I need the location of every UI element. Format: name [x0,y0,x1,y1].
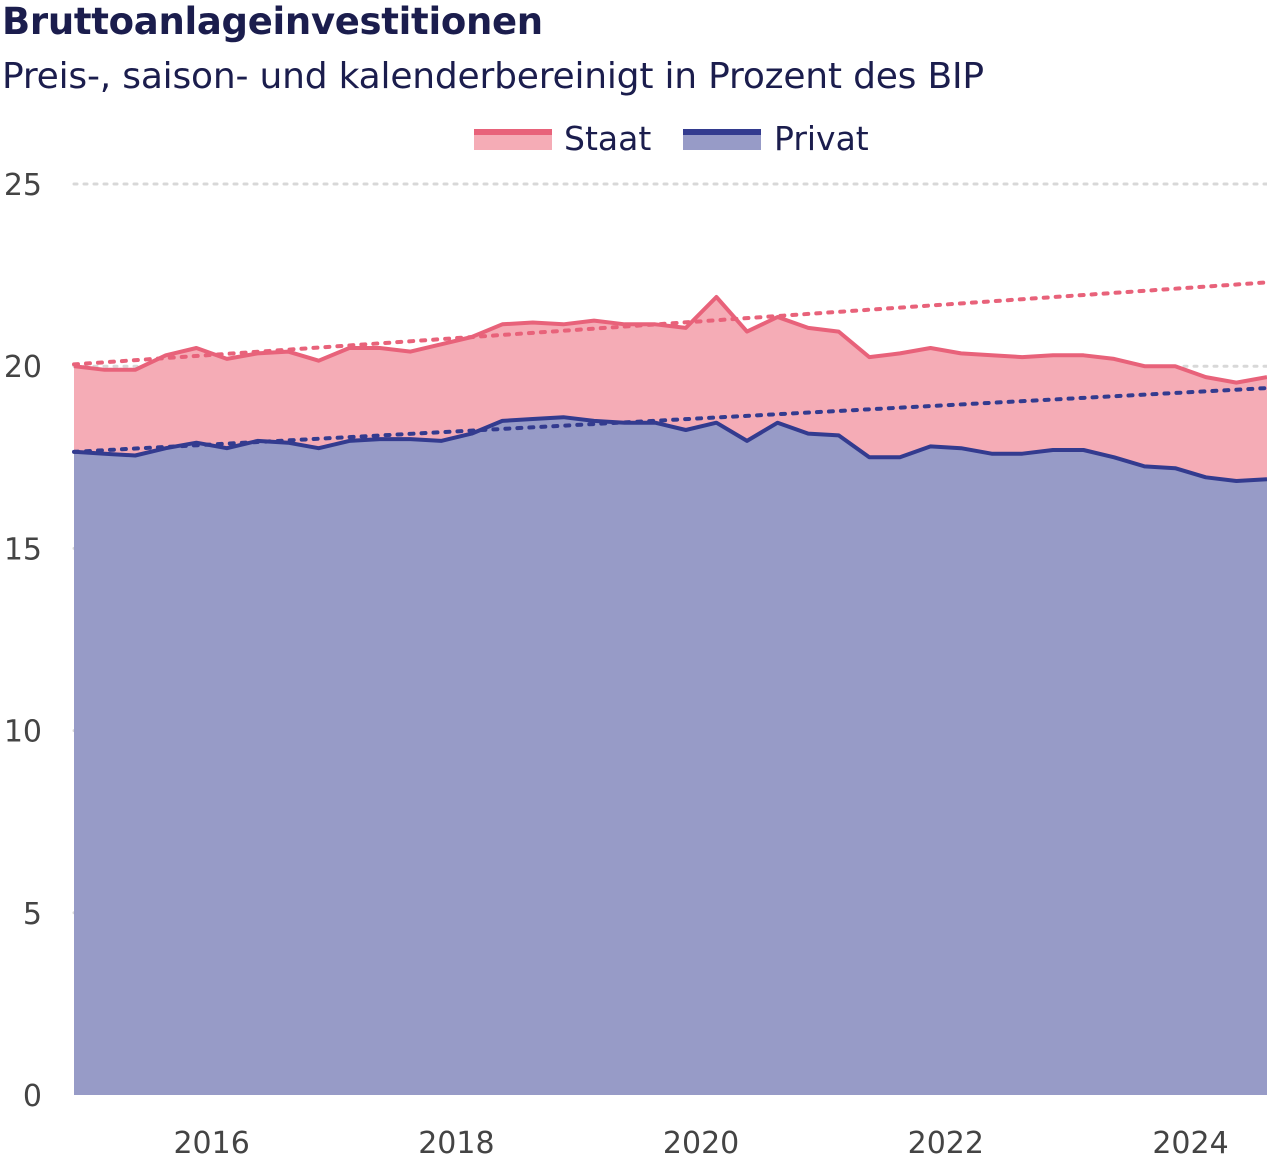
y-axis-ticks: 0 5 10 15 20 25 [4,168,42,1114]
y-tick-label-15: 15 [4,532,42,567]
legend-swatch-privat [683,134,761,150]
series-line-privat [73,415,1267,483]
x-axis-ticks: 2016 2018 2020 2022 2024 [173,1126,1228,1158]
series-line-staat [73,295,1267,385]
y-tick-label-5: 5 [23,897,42,932]
legend-line-staat [474,129,552,135]
y-tick-label-0: 0 [23,1079,42,1114]
legend-label-privat: Privat [774,119,869,158]
legend-label-staat: Staat [564,119,651,158]
trend-line-staat [72,280,1267,367]
legend-line-privat [683,129,761,135]
trend-line-privat [72,386,1267,454]
chart-title: Bruttoanlageinvestitionen [2,0,543,43]
x-tick-label-2024: 2024 [1152,1126,1228,1158]
area-privat [74,417,1267,1095]
y-tick-label-20: 20 [4,350,42,385]
x-tick-label-2018: 2018 [418,1126,494,1158]
x-tick-label-2020: 2020 [663,1126,739,1158]
trend-lines [72,280,1267,454]
y-tick-label-10: 10 [4,715,42,750]
y-tick-label-25: 25 [4,168,42,203]
chart-subtitle: Preis-, saison- und kalenderbereinigt in… [2,56,984,97]
legend-swatch-staat [474,134,552,150]
x-tick-label-2016: 2016 [173,1126,249,1158]
area-layer [74,297,1267,1095]
legend: Staat Privat [474,119,869,158]
x-tick-label-2022: 2022 [908,1126,984,1158]
series-lines [73,295,1267,483]
